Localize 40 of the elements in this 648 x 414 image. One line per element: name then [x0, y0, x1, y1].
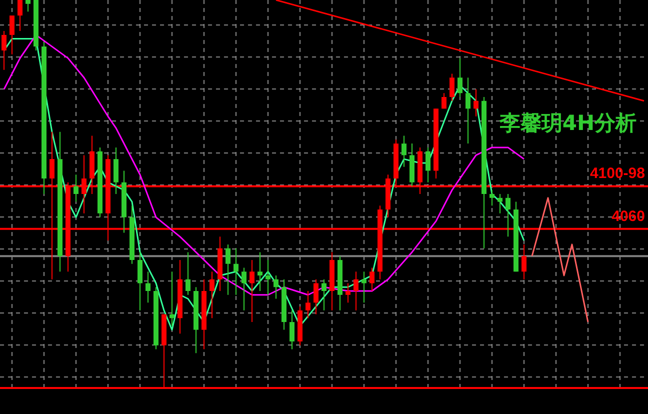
candlestick: [258, 252, 262, 292]
candlestick: [242, 267, 246, 311]
candlestick: [274, 274, 278, 300]
candlestick: [402, 135, 406, 168]
candlestick: [314, 278, 318, 315]
candlestick: [114, 146, 118, 194]
candlestick: [226, 244, 230, 296]
candlestick: [322, 278, 326, 311]
candlestick: [170, 271, 174, 326]
candlestick: [146, 271, 150, 304]
candlestick: [2, 30, 6, 70]
candlestick: [442, 92, 446, 110]
candlestick: [346, 282, 350, 304]
candlestick: [450, 73, 454, 102]
candlestick: [138, 252, 142, 311]
candlestick: [474, 88, 478, 117]
candlestick: [18, 0, 22, 32]
candlestick: [234, 248, 238, 296]
candlestick: [490, 190, 494, 206]
candlestick: [266, 259, 270, 296]
candlestick: [306, 290, 310, 319]
candlestick: [26, 0, 30, 12]
candlestick: [290, 310, 294, 350]
candlestick: [506, 194, 510, 238]
candlestick: [186, 252, 190, 296]
candlestick: [250, 259, 254, 323]
candlestick: [362, 271, 366, 304]
annotation: 李馨玥4H分析: [498, 111, 637, 135]
annotation: 4100-98: [590, 165, 645, 182]
candlestick: [458, 58, 462, 98]
candlestick: [210, 271, 214, 319]
candlestick: [10, 15, 14, 55]
candlestick: [498, 194, 502, 214]
candlestick: [354, 271, 358, 311]
candlestick: [466, 77, 470, 144]
candlestick: [426, 146, 430, 183]
candlestick: [74, 174, 78, 202]
annotation: 4060: [612, 208, 645, 225]
candlestick: [370, 267, 374, 292]
candlestick: [522, 244, 526, 280]
